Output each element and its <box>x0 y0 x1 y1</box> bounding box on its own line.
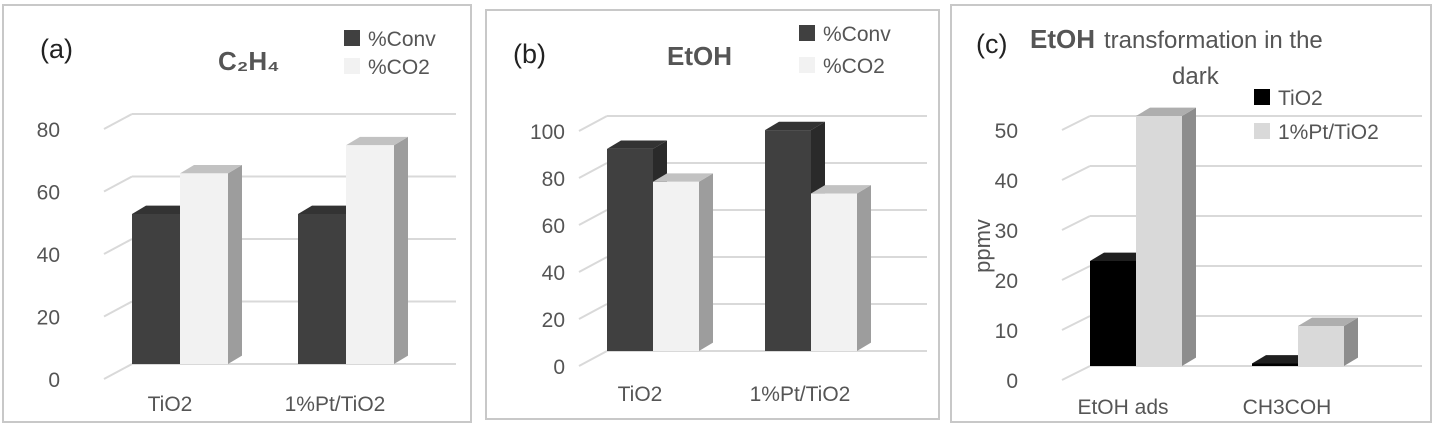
chart-panel-b: 0 20 40 60 80 100 TiO2 1%Pt/TiO2 %Conv %CO2 (b) EtO… <box>485 9 940 420</box>
panel-label: (a) <box>40 34 73 64</box>
chart-title: EtOH <box>667 41 732 71</box>
bar-side-b-s1-c1 <box>857 185 871 351</box>
bar-b-s0-c0 <box>607 148 653 351</box>
chart-a-svg: 0 20 40 60 80 TiO2 1%Pt/TiO2 %Conv %CO2 (a) C₂H₄ <box>37 28 456 416</box>
bar-top-a-s1-c0 <box>180 164 242 174</box>
bar-top-b-s1-c1 <box>811 185 871 194</box>
legend-label: %Conv <box>368 28 436 51</box>
chart-panel-a: 0 20 40 60 80 TiO2 1%Pt/TiO2 %Conv %CO2 (a) C₂H₄ <box>2 4 472 423</box>
bar-top-b-s0-c1 <box>765 121 825 131</box>
legend-swatch <box>799 57 815 73</box>
bar-top-b-s0-c0 <box>607 140 667 149</box>
legend-label: %CO2 <box>823 55 885 78</box>
y-tick-label: 40 <box>995 170 1018 193</box>
bar-a-s0-c0 <box>132 214 180 364</box>
bar-top-c-s0-c0 <box>1090 252 1150 261</box>
bar-c-s1-c1 <box>1298 326 1344 366</box>
y-tick-label: 20 <box>995 270 1018 293</box>
bar-b-s1-c1 <box>811 193 857 351</box>
legend-swatch <box>1254 123 1270 139</box>
bar-top-c-s1-c1 <box>1298 317 1358 326</box>
gridline-side <box>103 363 133 380</box>
y-tick-label: 20 <box>542 309 565 332</box>
bar-a-s1-c0 <box>180 173 228 364</box>
gridline-side <box>103 113 133 130</box>
bar-top-c-s0-c1 <box>1252 355 1312 364</box>
gridline-side <box>578 209 608 226</box>
y-tick-label: 40 <box>37 244 60 267</box>
chart-c-svg: 0 10 20 30 40 50 EtOH ads CH3COH TiO2 1%Pt/TiO2 (c… <box>970 24 1422 419</box>
bar-b-s0-c1 <box>765 130 811 351</box>
y-tick-label: 20 <box>37 307 60 330</box>
bar-top-a-s1-c1 <box>346 136 408 146</box>
legend-label: TiO2 <box>1278 87 1323 110</box>
x-category-label: 1%Pt/TiO2 <box>750 383 851 406</box>
y-tick-label: 10 <box>995 320 1018 343</box>
y-tick-label: 60 <box>37 182 60 205</box>
bar-side-b-s1-c0 <box>699 173 713 351</box>
gridline-side <box>1061 115 1091 131</box>
bar-a-s0-c1 <box>298 214 346 364</box>
panel-label: (c) <box>976 29 1007 59</box>
gridline-side <box>1061 265 1091 281</box>
bar-c-s0-c0 <box>1090 261 1136 366</box>
gridline-side <box>1061 315 1091 331</box>
gridline-side <box>103 300 133 318</box>
legend-swatch <box>344 30 360 46</box>
bar-c-s0-c1 <box>1252 363 1298 366</box>
chart-b-svg: 0 20 40 60 80 100 TiO2 1%Pt/TiO2 %Conv %CO2 (b) EtO… <box>513 23 927 406</box>
x-category-label: 1%Pt/TiO2 <box>285 393 386 416</box>
gridline-side <box>578 115 608 132</box>
gridline-side <box>103 238 133 255</box>
y-tick-label: 80 <box>542 168 565 191</box>
legend-swatch <box>799 25 815 41</box>
gridline-side <box>578 162 608 179</box>
chart-title-line2: dark <box>1172 63 1220 90</box>
legend-label: %CO2 <box>368 56 430 79</box>
bar-top-b-s1-c0 <box>653 173 713 182</box>
bar-b-s1-c0 <box>653 181 699 351</box>
legend-swatch <box>1254 89 1270 105</box>
legend-label: %Conv <box>823 23 891 46</box>
y-axis-title: ppmv <box>970 219 995 273</box>
panel-label: (b) <box>513 39 546 69</box>
gridline-side <box>103 175 133 193</box>
y-tick-label: 0 <box>1006 370 1018 393</box>
x-category-label: EtOH ads <box>1077 396 1168 419</box>
bar-side-a-s1-c1 <box>394 136 408 364</box>
y-tick-label: 80 <box>37 119 60 142</box>
y-tick-label: 30 <box>995 220 1018 243</box>
bar-top-c-s1-c0 <box>1136 107 1196 116</box>
chart-title-line1: transformation in the <box>1104 27 1323 54</box>
y-tick-label: 50 <box>995 120 1018 143</box>
bar-top-a-s0-c0 <box>132 205 194 214</box>
bar-side-a-s1-c0 <box>228 164 242 364</box>
gridline-side <box>1061 215 1091 231</box>
y-tick-label: 100 <box>530 121 565 144</box>
gridline-side <box>1061 165 1091 181</box>
x-category-label: TiO2 <box>148 393 193 416</box>
gridline-side <box>578 350 608 367</box>
y-tick-label: 0 <box>48 369 60 392</box>
bar-top-a-s0-c1 <box>298 205 360 214</box>
x-category-label: TiO2 <box>618 383 663 406</box>
y-tick-label: 40 <box>542 262 565 285</box>
chart-title: C₂H₄ <box>218 46 280 76</box>
gridline-side <box>1061 365 1091 381</box>
bar-side-c-s1-c0 <box>1182 107 1196 366</box>
bar-side-c-s1-c1 <box>1344 317 1358 366</box>
chart-title-bold: EtOH <box>1030 24 1095 54</box>
chart-panel-c: 0 10 20 30 40 50 EtOH ads CH3COH TiO2 1%Pt/TiO2 (c… <box>950 4 1432 423</box>
legend-swatch <box>344 58 360 74</box>
bar-c-s1-c0 <box>1136 116 1182 366</box>
bar-a-s1-c1 <box>346 145 394 364</box>
y-tick-label: 0 <box>553 356 565 379</box>
y-tick-label: 60 <box>542 215 565 238</box>
gridline-side <box>578 303 608 320</box>
legend-label: 1%Pt/TiO2 <box>1278 121 1379 144</box>
gridline-side <box>578 256 608 273</box>
x-category-label: CH3COH <box>1243 396 1332 419</box>
